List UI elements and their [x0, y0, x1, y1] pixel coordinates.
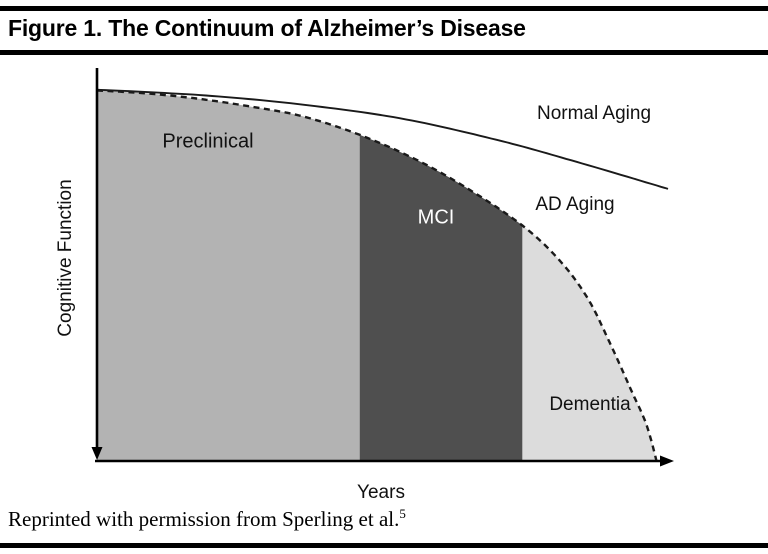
region-label-mci: MCI [417, 206, 455, 229]
y-axis-arrowhead [91, 447, 103, 460]
region-mci [359, 134, 523, 462]
figure-caption: Reprinted with permission from Sperling … [8, 507, 406, 532]
region-label-dementia: Dementia [549, 394, 631, 415]
figure-title: Figure 1. The Continuum of Alzheimer’s D… [8, 15, 526, 41]
curve-label-ad-aging: AD Aging [535, 194, 615, 215]
x-axis-label: Years [357, 482, 405, 503]
region-label-preclinical: Preclinical [162, 130, 254, 153]
caption-text: Reprinted with permission from Sperling … [8, 507, 400, 531]
caption-reference-number: 5 [399, 506, 406, 521]
ad-aging-curve [96, 89, 658, 462]
region-preclinical [97, 90, 360, 462]
title-rule [0, 50, 768, 55]
top-rule [0, 6, 768, 11]
x-axis-arrowhead [660, 455, 674, 467]
curve-label-normal-aging: Normal Aging [536, 103, 652, 124]
bottom-rule [0, 543, 768, 548]
y-axis-label: Cognitive Function [55, 179, 76, 337]
normal-aging-curve [96, 88, 669, 190]
region-dementia [522, 225, 657, 461]
